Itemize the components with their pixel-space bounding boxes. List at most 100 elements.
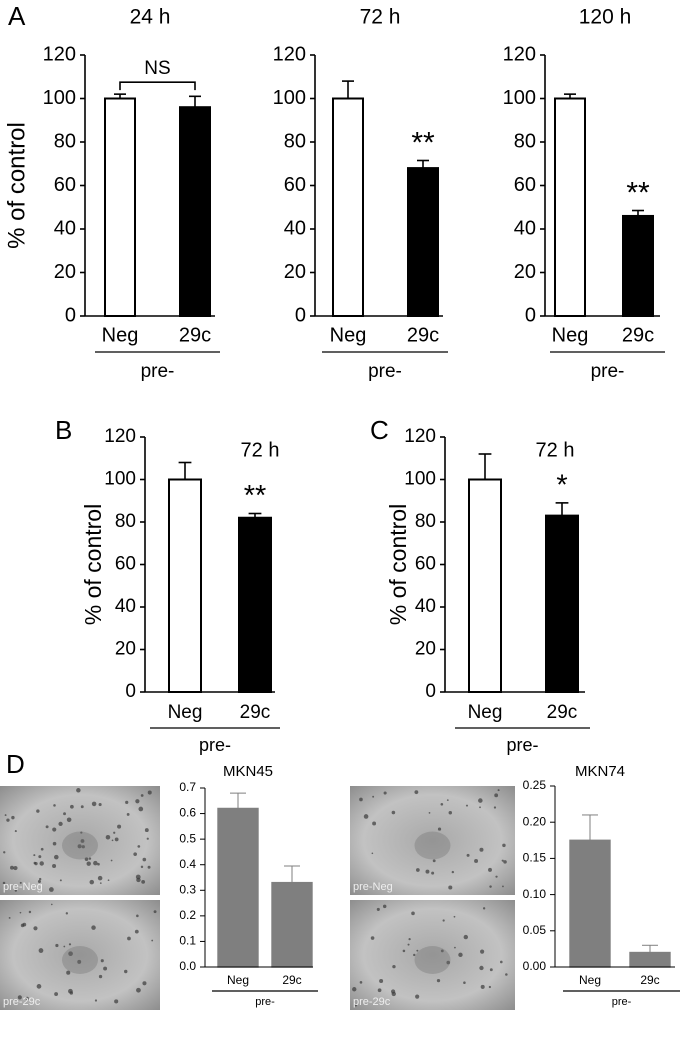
colony (147, 790, 152, 795)
y-axis-label: % of control (80, 504, 106, 625)
colony (436, 978, 441, 983)
colony (489, 968, 493, 972)
y-tick-label: 0.20 (523, 814, 547, 828)
colony (376, 907, 380, 911)
colony (363, 814, 369, 819)
bar (168, 478, 202, 693)
y-tick-label: 60 (54, 174, 76, 196)
colony (137, 845, 141, 848)
colony (372, 795, 375, 798)
x-tick-label: 29c (547, 702, 578, 723)
colony (33, 854, 36, 857)
y-tick-label: 120 (273, 43, 306, 65)
colony (448, 885, 453, 890)
colony (416, 868, 420, 872)
colony (359, 797, 363, 802)
colony (54, 854, 59, 860)
dish-center (62, 946, 98, 974)
colony (94, 999, 98, 1002)
colony (466, 853, 470, 857)
colony-image (0, 900, 160, 1010)
colony (147, 865, 151, 869)
colony (494, 793, 499, 798)
colony (89, 879, 95, 885)
x-axis-label: pre- (199, 735, 231, 755)
y-tick-label: 0.5 (179, 831, 196, 845)
y-axis-label: % of control (3, 122, 30, 249)
colony (372, 821, 377, 826)
colony (437, 827, 442, 831)
y-tick-label: 0.4 (179, 857, 196, 871)
bar (407, 167, 439, 317)
x-tick-label: 29c (240, 702, 271, 723)
x-tick-label: Neg (468, 702, 503, 723)
colony (6, 818, 10, 822)
colony (153, 910, 157, 914)
colony (99, 882, 102, 884)
y-tick-label: 40 (415, 596, 436, 617)
panel-label: B (55, 415, 72, 445)
y-tick-label: 0.3 (179, 882, 196, 896)
colony (2, 881, 6, 885)
colony (497, 789, 500, 792)
colony (391, 991, 396, 997)
comparison-bracket (119, 81, 196, 91)
colony (93, 860, 98, 866)
colony (142, 857, 147, 862)
bar (468, 478, 502, 693)
colony (10, 865, 14, 870)
colony (425, 869, 430, 874)
colony (55, 943, 59, 948)
colony (114, 837, 119, 842)
colony (100, 959, 104, 963)
x-axis-label: pre- (591, 361, 625, 382)
colony (86, 861, 91, 866)
significance: * (556, 470, 567, 502)
y-tick-label: 0.6 (179, 806, 196, 820)
significance: ** (626, 176, 650, 209)
colony (480, 949, 485, 954)
y-tick-label: 0 (125, 681, 136, 702)
colony (40, 847, 44, 851)
x-tick-label: Neg (330, 324, 367, 346)
colony (36, 809, 40, 813)
colony (454, 946, 456, 949)
colony (63, 945, 66, 948)
chart-title: 72 h (360, 6, 401, 29)
colony (125, 800, 129, 805)
colony (392, 964, 396, 969)
x-axis-label: pre- (506, 735, 538, 755)
x-tick-label: Neg (102, 324, 139, 346)
dish-center (62, 831, 98, 860)
colony (488, 867, 492, 872)
colony (448, 810, 453, 815)
y-tick-label: 0 (425, 681, 436, 702)
colony (88, 857, 92, 860)
colony (97, 862, 100, 866)
image-label: pre-29c (353, 996, 391, 1008)
colony (65, 912, 69, 915)
y-tick-label: 0.1 (179, 934, 196, 948)
colony (411, 911, 415, 916)
colony (495, 875, 498, 878)
colony (479, 847, 484, 852)
colony (493, 806, 497, 809)
colony (463, 981, 466, 984)
colony (20, 923, 25, 928)
colony (446, 799, 449, 801)
bar (332, 97, 364, 317)
y-tick-label: 120 (104, 426, 136, 447)
y-tick-label: 0 (295, 304, 306, 326)
colony (478, 798, 483, 803)
x-tick-label: Neg (579, 973, 601, 987)
colony (48, 887, 54, 892)
colony (440, 949, 444, 953)
colony (414, 790, 419, 795)
x-axis-label: pre- (141, 361, 175, 382)
colony-image (0, 786, 160, 895)
dish-center (414, 946, 451, 974)
colony (3, 851, 6, 854)
dish-center (414, 831, 451, 860)
colony (151, 939, 154, 942)
image-label: pre-Neg (353, 881, 393, 893)
